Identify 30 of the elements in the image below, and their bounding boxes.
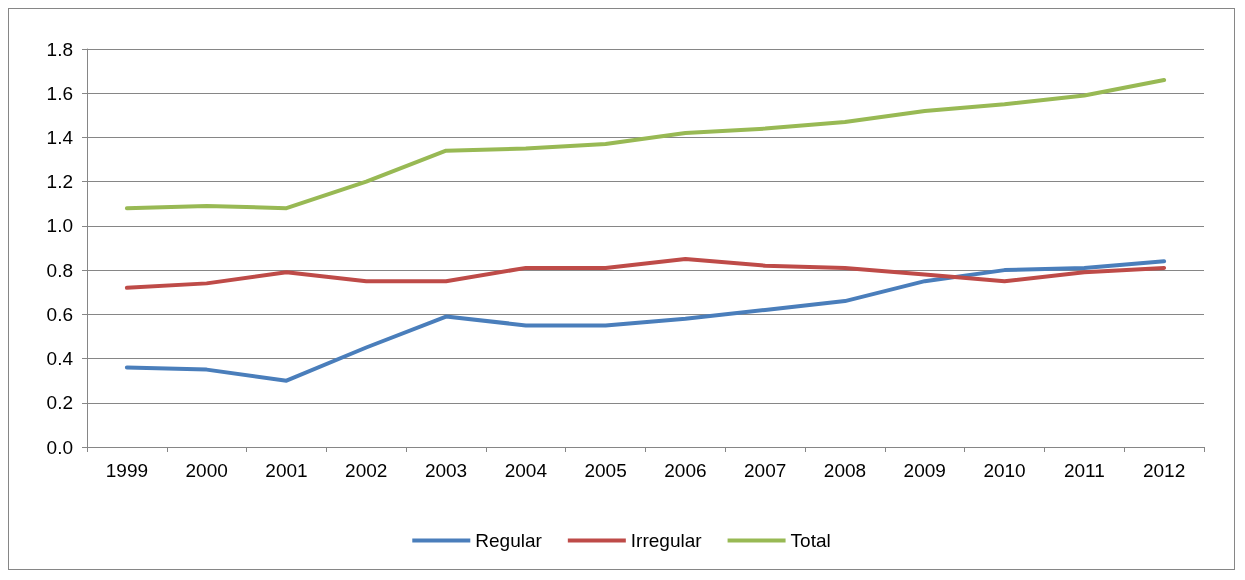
x-tick-label: 2005	[584, 460, 627, 481]
y-tick-label: 1.6	[46, 82, 73, 104]
legend-label: Total	[790, 530, 831, 551]
x-tick-label: 2003	[424, 460, 468, 481]
y-tick-label: 0.8	[46, 259, 73, 281]
line-series	[124, 257, 1167, 290]
x-tick-label: 2010	[983, 460, 1026, 481]
x-tick-label: 2001	[265, 460, 308, 481]
legend-label: Regular	[475, 530, 543, 551]
x-tick-label: 2008	[823, 460, 867, 481]
x-tick-label: 1999	[105, 460, 149, 481]
x-tick-label: 2004	[504, 460, 548, 481]
y-tick-label: 1.0	[46, 215, 73, 237]
x-tick-label: 2006	[664, 460, 707, 481]
y-tick-label: 0.4	[46, 348, 74, 370]
x-tick-label: 2011	[1063, 460, 1105, 481]
x-tick-label: 2012	[1142, 460, 1186, 481]
y-tick-label: 1.8	[46, 38, 73, 60]
line-series	[124, 259, 1167, 383]
x-tick-label: 2007	[744, 460, 787, 481]
y-tick-label: 1.4	[46, 126, 74, 148]
x-tick-label: 2000	[185, 460, 228, 481]
x-tick-label: 2002	[345, 460, 388, 481]
line-series	[124, 77, 1167, 211]
x-tick-label: 2009	[903, 460, 946, 481]
y-tick-label: 0.6	[46, 303, 73, 325]
y-tick-label: 0.2	[46, 392, 73, 414]
legend-label: Irregular	[630, 530, 703, 551]
y-tick-label: 1.2	[46, 171, 73, 193]
y-tick-label: 0.0	[46, 436, 73, 458]
